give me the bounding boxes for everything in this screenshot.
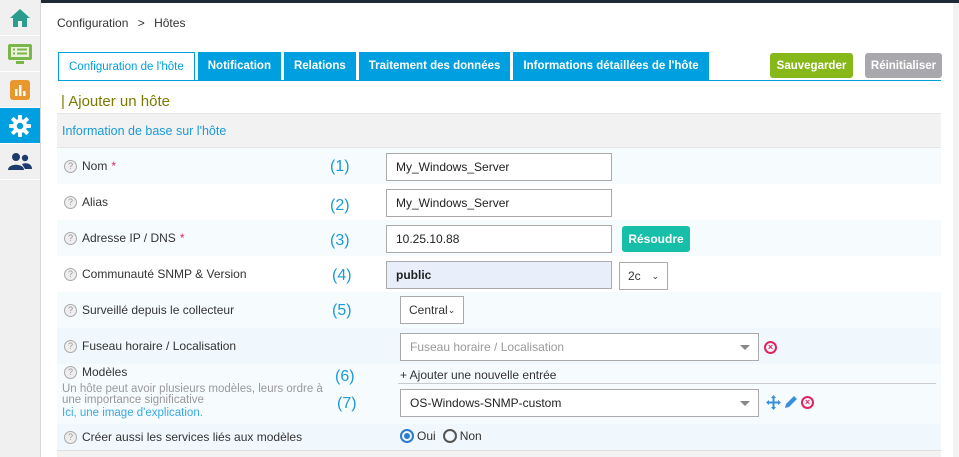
tab-host-configuration[interactable]: Configuration de l'hôte (58, 52, 195, 81)
chevron-down-icon: ⌄ (447, 304, 456, 315)
breadcrumb: Configuration > Hôtes (57, 16, 191, 30)
section-header: Information de base sur l'hôte (57, 113, 941, 148)
page-title: | Ajouter un hôte (61, 93, 170, 110)
breadcrumb-separator: > (137, 16, 145, 30)
form-row-create-services: ? Créer aussi les services liés aux modèl… (57, 424, 941, 450)
annotation-1: (1) (330, 158, 350, 175)
radio-label: Non (459, 429, 482, 443)
tab-notification[interactable]: Notification (197, 52, 281, 80)
top-bar (41, 0, 959, 3)
alias-label: Alias (82, 195, 109, 209)
remove-template-icon[interactable]: × (801, 396, 814, 409)
scrollbar[interactable] (953, 3, 959, 457)
help-icon[interactable]: ? (64, 267, 77, 281)
form-row-poller: ? Surveillé depuis le collecteur (5) Cent… (57, 292, 941, 328)
annotation-5: (5) (332, 302, 352, 319)
home-icon (10, 8, 30, 27)
snmp-label: Communauté SNMP & Version (82, 267, 247, 281)
tab-underline (58, 80, 941, 81)
help-icon[interactable]: ? (64, 365, 77, 379)
radio-oui[interactable]: Oui (400, 429, 436, 443)
reset-button[interactable]: Réinitialiser (865, 53, 942, 78)
tab-relations[interactable]: Relations (283, 52, 356, 80)
users-icon (8, 152, 32, 170)
help-icon[interactable]: ? (64, 159, 77, 173)
address-label: Adresse IP / DNS (82, 231, 176, 245)
template-value: OS-Windows-SNMP-custom (410, 396, 562, 410)
timezone-label: Fuseau horaire / Localisation (82, 339, 237, 353)
annotation-7: (7) (337, 395, 357, 412)
poller-select[interactable]: Central ⌄ (400, 296, 464, 324)
bar-chart-icon (10, 79, 30, 100)
tab-extended-info[interactable]: Informations détaillées de l'hôte (513, 52, 709, 80)
templates-label: Modèles (82, 365, 128, 379)
annotation-6: (6) (335, 368, 355, 385)
create-services-label: Créer aussi les services liés aux modèle… (82, 430, 303, 444)
form-row-snmp: ? Communauté SNMP & Version (4) public 2c… (57, 256, 941, 292)
sidebar (0, 0, 41, 457)
sidebar-item-administration[interactable] (0, 144, 40, 180)
snmp-community-input[interactable]: public (386, 261, 612, 289)
tab-bar: Configuration de l'hôte Notification Rel… (58, 52, 709, 81)
timezone-select[interactable]: Fuseau horaire / Localisation (400, 333, 759, 361)
sidebar-item-configuration[interactable] (0, 108, 40, 144)
timezone-placeholder: Fuseau horaire / Localisation (410, 340, 565, 354)
radio-checked-icon (400, 429, 414, 443)
form-row-templates: ? Modèles Un hôte peut avoir plusieurs mo… (57, 364, 941, 424)
help-icon[interactable]: ? (64, 303, 77, 317)
snmp-version-value: 2c (628, 269, 641, 283)
gear-icon (9, 114, 31, 137)
annotation-3: (3) (330, 232, 350, 249)
address-input[interactable]: 10.25.10.88 (386, 225, 612, 253)
form-row-name: ? Nom * (1) My_Windows_Server (57, 148, 941, 184)
save-button[interactable]: Sauvegarder (770, 53, 853, 78)
move-icon[interactable] (766, 395, 781, 410)
annotation-4: (4) (332, 267, 352, 284)
name-input[interactable]: My_Windows_Server (386, 153, 612, 181)
tab-data-processing[interactable]: Traitement des données (358, 52, 511, 80)
sidebar-item-home[interactable] (0, 0, 40, 36)
poller-label: Surveillé depuis le collecteur (82, 303, 235, 317)
resolve-button[interactable]: Résoudre (622, 226, 690, 252)
templates-help-link[interactable]: Ici, une image d'explication. (62, 407, 203, 419)
form-row-address: ? Adresse IP / DNS * (3) 10.25.10.88 Résou… (57, 220, 941, 256)
alias-input[interactable]: My_Windows_Server (386, 189, 612, 217)
chevron-down-icon: ⌄ (651, 270, 659, 281)
poller-value: Central (409, 303, 448, 317)
required-marker: * (111, 159, 117, 173)
dropdown-arrow-icon (740, 401, 750, 406)
annotation-2: (2) (330, 197, 350, 214)
radio-non[interactable]: Non (442, 429, 482, 443)
dropdown-arrow-icon (740, 345, 750, 350)
name-label: Nom (82, 159, 108, 173)
monitor-list-icon (8, 43, 32, 64)
form-row-alias: ? Alias (2) My_Windows_Server (57, 184, 941, 220)
edit-pencil-icon[interactable] (784, 395, 798, 409)
template-select[interactable]: OS-Windows-SNMP-custom (400, 389, 759, 417)
clear-icon[interactable]: × (764, 341, 777, 354)
create-services-radio-group: Oui Non (400, 429, 489, 443)
breadcrumb-item[interactable]: Configuration (57, 16, 129, 30)
section-footer (57, 450, 941, 457)
help-icon[interactable]: ? (64, 231, 77, 245)
radio-label: Oui (417, 429, 436, 443)
radio-unchecked-icon (442, 429, 457, 443)
snmp-version-select[interactable]: 2c ⌄ (619, 262, 668, 290)
sidebar-item-reporting[interactable] (0, 72, 40, 108)
divider (398, 383, 936, 384)
breadcrumb-item[interactable]: Hôtes (154, 16, 186, 30)
help-icon[interactable]: ? (64, 430, 77, 444)
templates-help-text: Un hôte peut avoir plusieurs modèles, le… (62, 383, 323, 406)
form-row-timezone: ? Fuseau horaire / Localisation Fuseau ho… (57, 328, 941, 364)
sidebar-item-monitoring[interactable] (0, 36, 40, 72)
required-marker: * (179, 231, 185, 245)
help-icon[interactable]: ? (64, 339, 77, 353)
add-template-link[interactable]: + Ajouter une nouvelle entrée (400, 368, 557, 382)
help-icon[interactable]: ? (64, 195, 77, 209)
